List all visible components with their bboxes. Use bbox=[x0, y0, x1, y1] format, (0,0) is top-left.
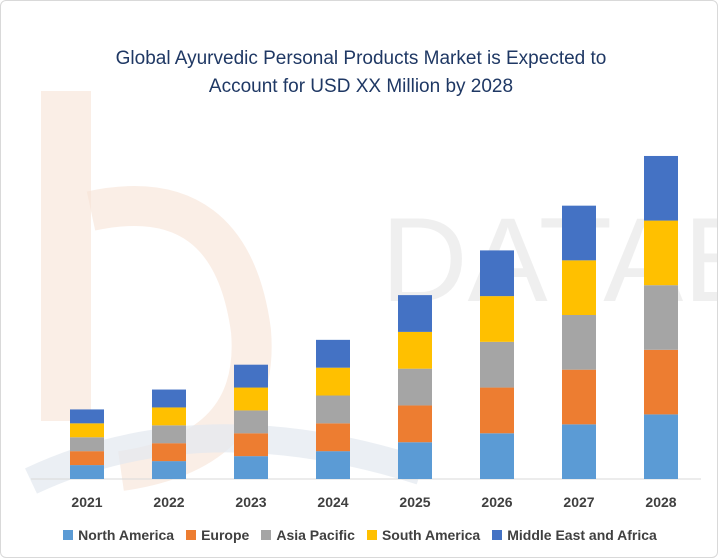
bar-2025-europe bbox=[398, 405, 432, 443]
legend-swatch bbox=[492, 530, 503, 540]
x-tick-label: 2024 bbox=[317, 494, 348, 510]
legend-label: Asia Pacific bbox=[276, 527, 355, 543]
bar-2026-europe bbox=[480, 387, 514, 434]
bar-2028-asia-pacific bbox=[644, 285, 678, 350]
bar-2024-europe bbox=[316, 423, 350, 452]
legend-label: Middle East and Africa bbox=[507, 527, 657, 543]
bar-2022-middle-east-and-africa bbox=[152, 389, 186, 408]
x-tick-label: 2023 bbox=[235, 494, 266, 510]
bar-2024-middle-east-and-africa bbox=[316, 339, 350, 368]
legend-item: Europe bbox=[186, 527, 249, 543]
bar-2021-europe bbox=[70, 451, 104, 466]
bar-chart-plot: 2021 2022 2023 2024 2025 2026 2027 2028 bbox=[31, 155, 701, 510]
x-tick-label: 2026 bbox=[481, 494, 512, 510]
x-tick-label: 2022 bbox=[153, 494, 184, 510]
bar-2023-middle-east-and-africa bbox=[234, 364, 268, 388]
chart-title-line-2: Account for USD XX Million by 2028 bbox=[208, 76, 514, 97]
legend-label: Europe bbox=[201, 527, 250, 543]
bar-2028-north-america bbox=[644, 414, 678, 479]
bar-2022-north-america bbox=[152, 461, 186, 479]
bar-2021-asia-pacific bbox=[70, 437, 104, 452]
bar-2023-europe bbox=[234, 433, 268, 457]
bar-2023-south-america bbox=[234, 387, 268, 411]
bar-2023-north-america bbox=[234, 456, 268, 479]
legend-label: South America bbox=[381, 527, 481, 543]
legend-swatch bbox=[366, 530, 377, 540]
chart-legend: North America Europe Asia Pacific South Ame… bbox=[1, 527, 717, 543]
legend-item: Middle East and Africa bbox=[492, 527, 657, 543]
x-tick-label: 2027 bbox=[563, 494, 594, 510]
x-tick-label: 2028 bbox=[645, 494, 676, 510]
bar-2026-asia-pacific bbox=[480, 341, 514, 388]
bar-2021-middle-east-and-africa bbox=[70, 409, 104, 424]
bar-2022-asia-pacific bbox=[152, 425, 186, 444]
bar-2025-asia-pacific bbox=[398, 368, 432, 406]
legend-swatch bbox=[186, 530, 197, 540]
chart-title: Global Ayurvedic Personal Products Marke… bbox=[41, 45, 681, 101]
x-tick-label: 2021 bbox=[71, 494, 102, 510]
bar-2026-north-america bbox=[480, 433, 514, 479]
bar-2023-asia-pacific bbox=[234, 410, 268, 434]
bar-2024-north-america bbox=[316, 451, 350, 479]
chart-title-line-1: Global Ayurvedic Personal Products Marke… bbox=[115, 48, 607, 69]
legend-item: South America bbox=[366, 527, 481, 543]
bar-2025-north-america bbox=[398, 442, 432, 479]
bar-2025-south-america bbox=[398, 331, 432, 369]
bar-2025-middle-east-and-africa bbox=[398, 295, 432, 332]
bar-2027-north-america bbox=[562, 424, 596, 479]
bar-2027-middle-east-and-africa bbox=[562, 205, 596, 261]
bar-2026-middle-east-and-africa bbox=[480, 250, 514, 297]
bar-2027-south-america bbox=[562, 260, 596, 315]
bar-2024-asia-pacific bbox=[316, 395, 350, 424]
bar-2027-europe bbox=[562, 369, 596, 425]
bar-2021-south-america bbox=[70, 423, 104, 438]
bar-2028-europe bbox=[644, 349, 678, 415]
legend-swatch bbox=[63, 530, 74, 540]
bar-2022-europe bbox=[152, 443, 186, 462]
bar-2027-asia-pacific bbox=[562, 315, 596, 370]
bar-2024-south-america bbox=[316, 367, 350, 396]
legend-swatch bbox=[261, 530, 272, 540]
x-tick-label: 2025 bbox=[399, 494, 430, 510]
bar-2026-south-america bbox=[480, 296, 514, 342]
legend-item: North America bbox=[63, 527, 174, 543]
bar-2021-north-america bbox=[70, 465, 104, 479]
bar-2028-middle-east-and-africa bbox=[644, 155, 678, 221]
legend-item: Asia Pacific bbox=[261, 527, 355, 543]
bar-2028-south-america bbox=[644, 220, 678, 286]
legend-label: North America bbox=[78, 527, 175, 543]
bar-2022-south-america bbox=[152, 407, 186, 426]
